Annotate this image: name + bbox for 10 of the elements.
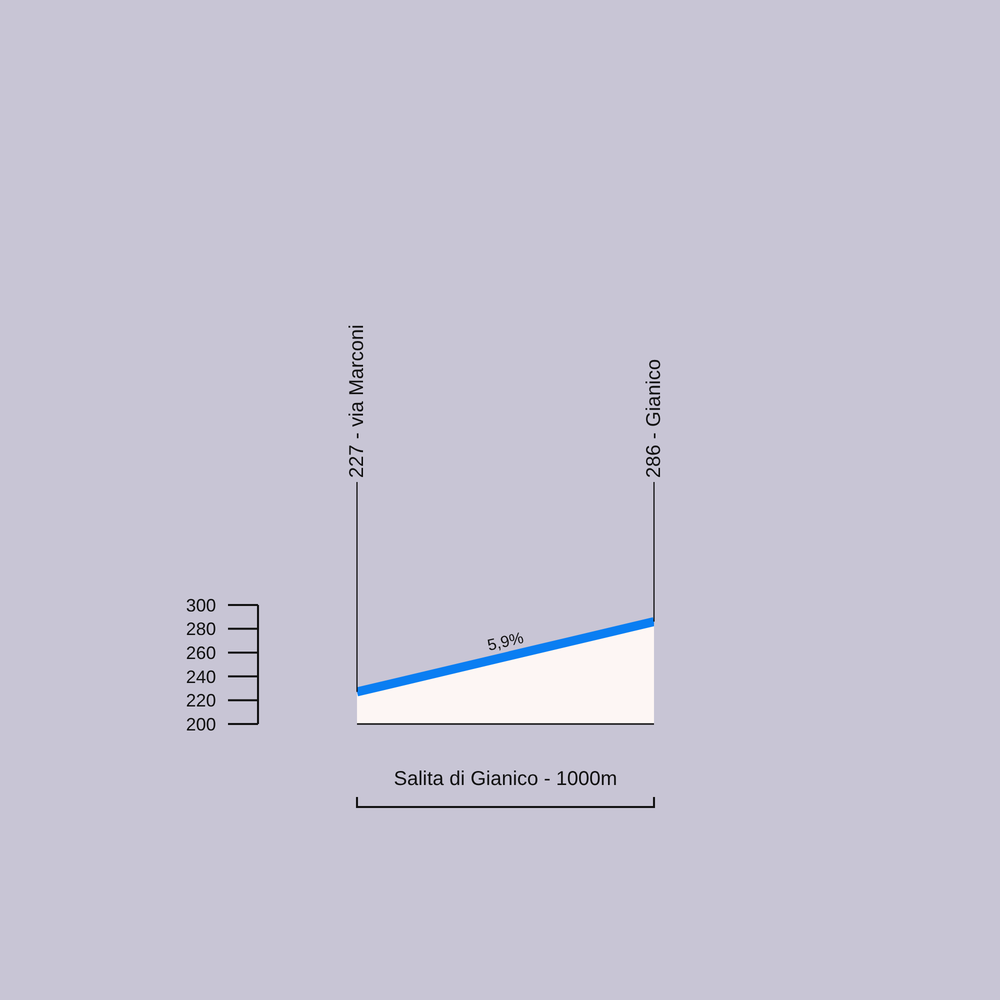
y-tick-label: 260 bbox=[186, 642, 216, 663]
text: 286 - Gianico bbox=[643, 359, 665, 478]
y-tick-label: 220 bbox=[186, 690, 216, 711]
x-axis-title: Salita di Gianico - 1000m bbox=[394, 768, 618, 790]
annotation: 5,9% bbox=[486, 629, 526, 654]
text: 227 - via Marconi bbox=[346, 324, 368, 478]
y-tick-label: 200 bbox=[186, 714, 216, 734]
y-tick-label: 240 bbox=[186, 666, 216, 687]
y-tick-label: 280 bbox=[186, 619, 216, 640]
y-tick-label: 300 bbox=[186, 595, 216, 616]
